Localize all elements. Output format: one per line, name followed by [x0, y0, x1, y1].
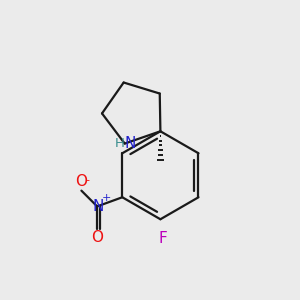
Text: N: N [125, 136, 136, 151]
Text: F: F [159, 230, 168, 245]
Text: N: N [92, 199, 103, 214]
Text: O: O [91, 230, 103, 245]
Text: +: + [101, 193, 111, 203]
Text: O: O [75, 174, 87, 189]
Text: -: - [85, 175, 90, 185]
Text: H: H [115, 137, 125, 150]
